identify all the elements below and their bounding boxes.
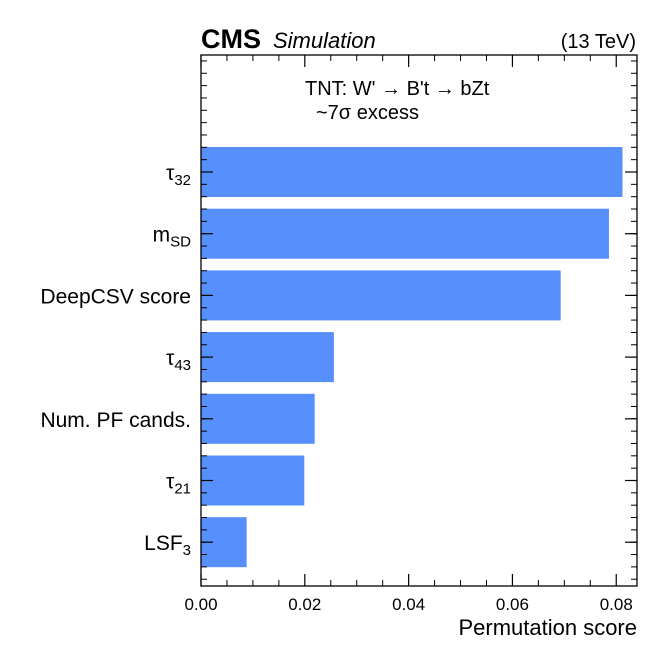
bar — [201, 393, 315, 444]
bar — [201, 270, 561, 321]
bar — [201, 455, 305, 506]
energy-label: (13 TeV) — [561, 31, 636, 53]
x-tick-label: 0.02 — [288, 595, 321, 614]
x-ticks-layer: 0.00 0.02 0.04 0.06 0.08 — [184, 55, 633, 614]
simulation-tag: Simulation — [273, 28, 376, 53]
category-label: Num. PF cands. — [40, 409, 191, 432]
category-label: τ43 — [166, 347, 191, 374]
experiment-label: CMS — [201, 24, 261, 54]
x-tick-label: 0.08 — [600, 595, 633, 614]
plot-frame — [200, 54, 638, 587]
y-ticks-layer — [201, 60, 637, 580]
category-label: DeepCSV score — [40, 285, 191, 308]
category-label: LSF3 — [144, 532, 191, 559]
bar — [201, 147, 623, 197]
bar — [201, 208, 609, 259]
bar — [201, 332, 334, 383]
category-labels-layer: τ32 mSD DeepCSV score τ43 Num. PF cands. τ21 L… — [40, 162, 191, 559]
bars-layer — [201, 147, 623, 568]
category-label: τ21 — [166, 471, 191, 498]
annotation-line1: TNT: W' → B't → bZt — [305, 78, 490, 100]
category-label: mSD — [153, 224, 192, 251]
category-label: τ32 — [166, 162, 191, 189]
x-tick-label: 0.00 — [184, 595, 217, 614]
x-axis-label: Permutation score — [458, 615, 637, 640]
x-tick-label: 0.04 — [392, 595, 425, 614]
annotation-line2: ~7σ excess — [316, 102, 419, 124]
x-tick-label: 0.06 — [496, 595, 529, 614]
